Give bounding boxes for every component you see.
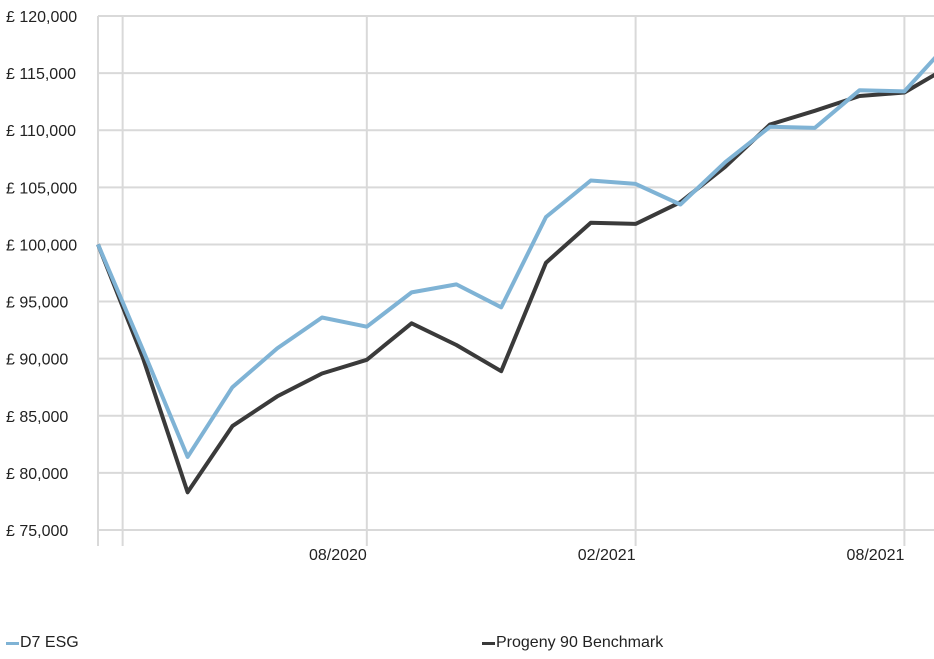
y-tick-label: £ 90,000 <box>6 352 68 369</box>
legend-label-d7-esg: D7 ESG <box>20 634 79 651</box>
y-tick-label: £ 75,000 <box>6 523 68 540</box>
y-tick-label: £ 80,000 <box>6 466 68 483</box>
x-tick-label: 02/2021 <box>578 547 636 564</box>
series-line-d7-esg <box>96 55 934 459</box>
legend-swatch-progeny-90-benchmark <box>482 641 495 645</box>
y-tick-label: £ 85,000 <box>6 409 68 426</box>
line-chart: £ 75,000 £ 80,000 £ 85,000 £ 90,000 £ 95,000… <box>6 9 934 564</box>
legend-item-d7-esg: D7 ESG <box>6 634 79 652</box>
series-line-progeny-90-benchmark <box>96 72 934 495</box>
y-tick-label: £ 100,000 <box>6 237 77 254</box>
series-lines <box>96 55 934 495</box>
y-tick-label: £ 105,000 <box>6 180 77 197</box>
legend-item-progeny-90-benchmark: Progeny 90 Benchmark <box>482 634 663 652</box>
y-tick-label: £ 110,000 <box>6 123 76 140</box>
y-axis-tick-labels: £ 75,000 £ 80,000 £ 85,000 £ 90,000 £ 95,000… <box>6 9 77 540</box>
x-tick-label: 08/2020 <box>309 547 367 564</box>
legend-label-progeny-90-benchmark: Progeny 90 Benchmark <box>496 634 664 651</box>
x-tick-label: 08/2021 <box>847 547 905 564</box>
legend-swatch-d7-esg <box>6 641 19 645</box>
gridlines <box>97 15 934 546</box>
y-tick-label: £ 95,000 <box>6 295 68 312</box>
y-tick-label: £ 120,000 <box>6 9 77 26</box>
x-axis-tick-labels: 08/2020 02/2021 08/2021 <box>309 547 905 564</box>
y-tick-label: £ 115,000 <box>6 66 76 83</box>
